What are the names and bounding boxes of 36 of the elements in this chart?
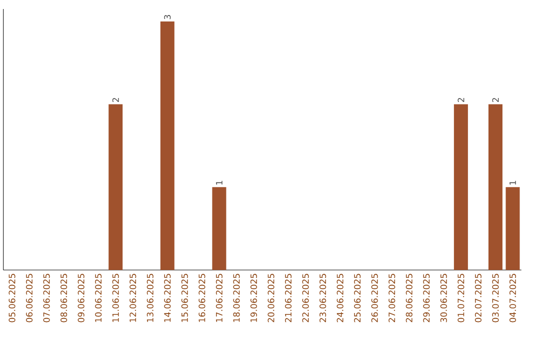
- x-tick-label: 26.06.2025: [371, 274, 378, 322]
- x-tick-label: 11.06.2025: [112, 274, 119, 322]
- x-tick-label: 08.06.2025: [60, 274, 68, 322]
- data-label: 2: [458, 98, 464, 102]
- x-tick-label: 16.06.2025: [198, 274, 206, 322]
- x-tick-label: 30.06.2025: [440, 274, 447, 322]
- x-tick-label: 23.06.2025: [320, 274, 326, 322]
- x-tick-label: 09.06.2025: [78, 274, 84, 322]
- x-tick-label: 02.07.2025: [474, 274, 482, 322]
- x-tick-label: 12.06.2025: [130, 274, 136, 322]
- x-tick-label: 20.06.2025: [268, 274, 274, 322]
- x-tick-label: 17.06.2025: [216, 274, 222, 322]
- data-label: 2: [492, 98, 499, 102]
- data-label: 3: [164, 15, 171, 20]
- data-label: 1: [510, 180, 516, 185]
- x-tick-label: 18.06.2025: [233, 274, 240, 322]
- x-tick-label: 13.06.2025: [146, 274, 154, 322]
- x-tick-label: 14.06.2025: [164, 274, 171, 322]
- data-label: 2: [112, 98, 119, 102]
- x-tick-label: 06.06.2025: [26, 274, 33, 322]
- x-tick-label: 19.06.2025: [250, 274, 258, 322]
- x-tick-label: 25.06.2025: [354, 274, 361, 322]
- x-tick-label: 29.06.2025: [423, 274, 430, 322]
- data-label: 1: [216, 180, 222, 185]
- x-tick-label: 24.06.2025: [336, 274, 344, 322]
- x-tick-label: 05.06.2025: [8, 274, 16, 322]
- x-tick-label: 04.07.2025: [509, 274, 516, 322]
- x-tick-label: 21.06.2025: [285, 274, 292, 322]
- x-tick-label: 01.07.2025: [458, 274, 464, 322]
- x-tick-label: 27.06.2025: [388, 274, 396, 322]
- x-tick-label: 07.06.2025: [43, 274, 50, 322]
- x-tick-label: 22.06.2025: [302, 274, 309, 322]
- x-tick-label: 10.06.2025: [95, 274, 102, 322]
- x-tick-label: 03.07.2025: [492, 274, 499, 322]
- x-tick-label: 28.06.2025: [406, 274, 412, 322]
- x-tick-label: 15.06.2025: [181, 274, 188, 322]
